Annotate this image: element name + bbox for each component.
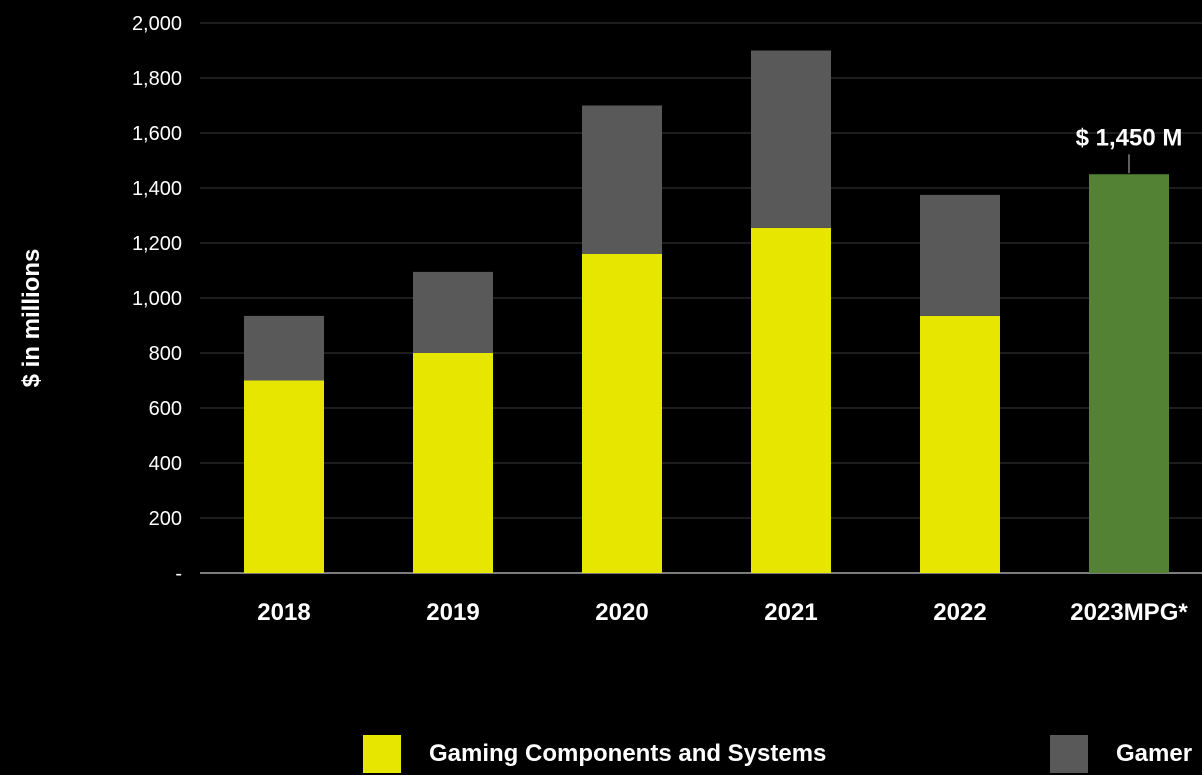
x-tick-label: 2018 [257, 599, 310, 626]
legend-swatch-gamer [1050, 735, 1088, 773]
y-tick-label: 1,200 [132, 233, 182, 255]
y-tick-label: 200 [149, 508, 182, 530]
x-tick-label: 2019 [426, 599, 479, 626]
legend-label-gamer: Gamer [1116, 740, 1193, 767]
bar-segment [751, 227, 831, 573]
y-tick-label: 1,400 [132, 178, 182, 200]
bars [244, 50, 1169, 573]
y-tick-label: 1,000 [132, 288, 182, 310]
y-tick-label: 2,000 [132, 13, 182, 35]
gridlines [200, 22, 1202, 574]
y-tick-label: 600 [149, 398, 182, 420]
bar-segment [582, 105, 662, 254]
annotation-label: $ 1,450 M [1076, 124, 1183, 151]
bar-segment [413, 353, 493, 573]
y-tick-label: 1,600 [132, 123, 182, 145]
legend: Gaming Components and Systems Gamer [0, 735, 1202, 775]
y-tick-label: 800 [149, 343, 182, 365]
legend-swatch-gaming-components [363, 735, 401, 773]
bar-segment [1089, 174, 1169, 573]
bar-segment [244, 380, 324, 573]
bar-segment [413, 271, 493, 353]
x-tick-label: 2023MPG* [1070, 599, 1188, 626]
annotations: $ 1,450 M [1076, 124, 1183, 174]
bar-segment [920, 194, 1000, 316]
y-axis-ticks: - 200 400 600 800 1,000 1,200 1,400 1,600 1,800 2,… [132, 13, 182, 585]
bar-segment [244, 315, 324, 381]
bar-chart: - 200 400 600 800 1,000 1,200 1,400 1,600 1,800 2,… [132, 13, 1202, 626]
legend-item-gamer: Gamer [1050, 735, 1192, 773]
x-axis-ticks: 2018 2019 2020 2021 2022 2023MPG* [257, 599, 1188, 626]
y-axis-label: $ in millions [18, 248, 45, 388]
legend-label-gaming-components: Gaming Components and Systems [429, 740, 827, 767]
bar-segment [751, 50, 831, 228]
x-tick-label: 2020 [595, 599, 648, 626]
bar-segment [920, 315, 1000, 573]
legend-item-gaming-components: Gaming Components and Systems [363, 735, 826, 773]
x-tick-label: 2022 [933, 599, 986, 626]
y-tick-label: 1,800 [132, 68, 182, 90]
y-tick-label: - [175, 563, 182, 585]
x-tick-label: 2021 [764, 599, 817, 626]
y-tick-label: 400 [149, 453, 182, 475]
bar-segment [582, 254, 662, 573]
